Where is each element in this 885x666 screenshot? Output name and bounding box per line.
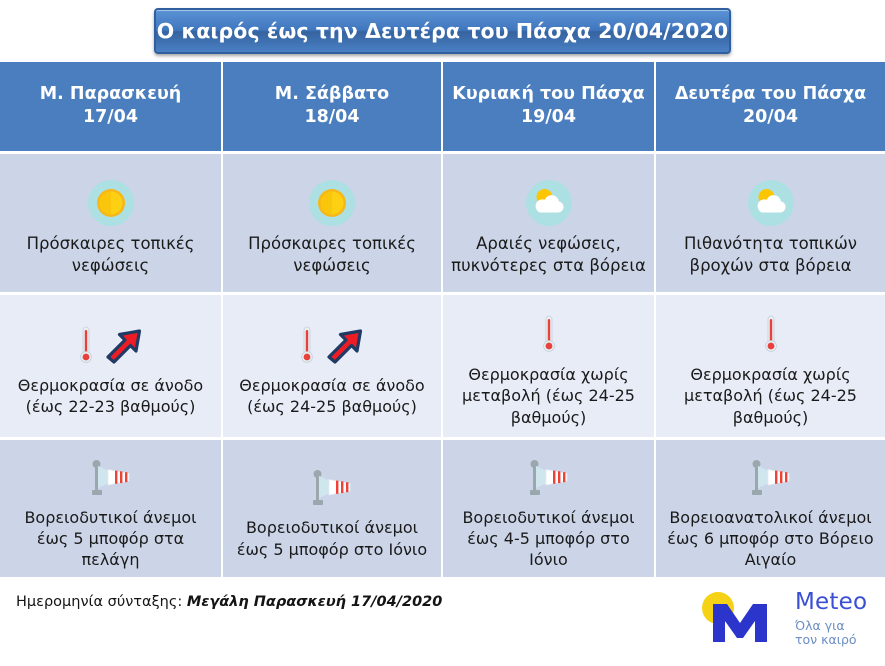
thermometer-icon: [79, 326, 92, 363]
meteo-logo-tagline: Όλα για τον καιρό: [795, 617, 867, 649]
meteo-logo-text: Meteo Όλα για τον καιρό: [795, 588, 868, 649]
meteo-logo-tagline-line2: τον καιρό: [795, 632, 857, 648]
page-title: Ο καιρός έως την Δευτέρα του Πάσχα 20/04…: [156, 19, 729, 43]
sky-text: Πιθανότητα τοπικών βροχών στα βόρεια: [683, 234, 858, 275]
icon-slot: [309, 177, 355, 229]
day-date: 17/04: [82, 107, 139, 128]
column-header-day-4: Δευτέρα του Πάσχα 20/04: [654, 62, 885, 154]
windsock-icon: [313, 470, 351, 506]
windsock-icon: [91, 459, 129, 495]
publication-date-value: Μεγάλη Παρασκευή 17/04/2020: [186, 593, 443, 610]
sky-text: Πρόσκαιρες τοπικές νεφώσεις: [248, 234, 416, 275]
meteo-logo: Meteo Όλα για τον καιρό: [691, 588, 871, 650]
icon-slot: [78, 323, 144, 369]
icon-slot: [745, 455, 797, 503]
wind-cell-2: Βορειοδυτικοί άνεμοι έως 5 μποφόρ στο Ιό…: [221, 438, 443, 580]
wind-cell-3: Βορειοδυτικοί άνεμοι έως 4-5 μποφόρ στο …: [441, 438, 656, 580]
wind-text: Βορειοανατολικοί άνεμοι έως 6 μποφόρ στο…: [667, 507, 874, 570]
meteo-logo-name: Meteo: [795, 588, 868, 615]
temperature-cell-1: Θερμοκρασία σε άνοδο (έως 22-23 βαθμούς): [0, 293, 223, 440]
day-name: Δευτέρα του Πάσχα: [674, 83, 867, 104]
icon-slot: [299, 323, 365, 369]
thermometer-icon: [764, 315, 777, 353]
temperature-cell-2: Θερμοκρασία σε άνοδο (έως 24-25 βαθμούς): [221, 293, 443, 440]
sky-cell-1: Πρόσκαιρες τοπικές νεφώσεις: [0, 152, 223, 295]
day-date: 18/04: [304, 107, 360, 128]
day-name: Μ. Παρασκευή: [39, 83, 182, 104]
meteo-logo-tagline-line1: Όλα για: [795, 617, 845, 633]
sky-conditions-row: Πρόσκαιρες τοπικές νεφώσεις Πρόσκαιρες τ…: [0, 152, 885, 295]
temperature-row: Θερμοκρασία σε άνοδο (έως 22-23 βαθμούς): [0, 293, 885, 440]
title-banner: Ο καιρός έως την Δευτέρα του Πάσχα 20/04…: [154, 8, 731, 54]
temperature-cell-3: Θερμοκρασία χωρίς μεταβολή (έως 24-25 βα…: [441, 293, 656, 440]
day-name: Κυριακή του Πάσχα: [452, 83, 645, 104]
sun-icon: [309, 180, 355, 227]
temperature-text: Θερμοκρασία σε άνοδο (έως 22-23 βαθμούς): [17, 375, 204, 416]
temperature-text: Θερμοκρασία σε άνοδο (έως 24-25 βαθμούς): [239, 375, 425, 416]
day-date: 20/04: [742, 107, 799, 128]
sun-icon: [87, 180, 134, 227]
icon-slot: [525, 177, 572, 229]
wind-cell-4: Βορειοανατολικοί άνεμοι έως 6 μποφόρ στο…: [654, 438, 885, 580]
sky-text: Αραιές νεφώσεις, πυκνότερες στα βόρεια: [451, 234, 646, 275]
table-header-row: Μ. Παρασκευή 17/04 Μ. Σάββατο 18/04 Κυρι…: [0, 62, 885, 154]
day-name: Μ. Σάββατο: [274, 83, 390, 104]
thermometer-icon: [301, 326, 313, 363]
partly-cloudy-icon: [525, 180, 572, 227]
wind-text: Βορειοδυτικοί άνεμοι έως 4-5 μποφόρ στο …: [462, 507, 635, 570]
sky-cell-3: Αραιές νεφώσεις, πυκνότερες στα βόρεια: [441, 152, 656, 295]
column-header-day-1: Μ. Παρασκευή 17/04: [0, 62, 223, 154]
icon-slot: [87, 177, 134, 229]
title-bar: Ο καιρός έως την Δευτέρα του Πάσχα 20/04…: [0, 0, 885, 62]
arrow-up-right-icon: [327, 329, 363, 364]
thermometer-icon: [542, 315, 555, 353]
temperature-cell-4: Θερμοκρασία χωρίς μεταβολή (έως 24-25 βα…: [654, 293, 885, 440]
wind-cell-1: Βορειοδυτικοί άνεμοι έως 5 μποφόρ στα πε…: [0, 438, 223, 580]
temperature-text: Θερμοκρασία χωρίς μεταβολή (έως 24-25 βα…: [684, 365, 857, 427]
icon-slot: [85, 455, 137, 503]
icon-slot: [523, 455, 575, 503]
windsock-icon: [529, 459, 567, 495]
sky-cell-2: Πρόσκαιρες τοπικές νεφώσεις: [221, 152, 443, 295]
publication-date-label: Ημερομηνία σύνταξης:: [16, 593, 183, 610]
wind-row: Βορειοδυτικοί άνεμοι έως 5 μποφόρ στα πε…: [0, 438, 885, 580]
wind-text: Βορειοδυτικοί άνεμοι έως 5 μποφόρ στο Ιό…: [236, 518, 428, 559]
publication-date: Ημερομηνία σύνταξης: Μεγάλη Παρασκευή 17…: [16, 594, 442, 610]
meteo-logo-mark: [702, 591, 767, 642]
footer: Ημερομηνία σύνταξης: Μεγάλη Παρασκευή 17…: [0, 580, 885, 658]
icon-slot: [763, 312, 779, 358]
day-date: 19/04: [520, 107, 577, 128]
forecast-table: Μ. Παρασκευή 17/04 Μ. Σάββατο 18/04 Κυρι…: [0, 62, 885, 580]
temperature-text: Θερμοκρασία χωρίς μεταβολή (έως 24-25 βα…: [462, 365, 635, 427]
arrow-up-right-icon: [105, 329, 141, 364]
icon-slot: [306, 465, 358, 513]
sky-cell-4: Πιθανότητα τοπικών βροχών στα βόρεια: [654, 152, 885, 295]
windsock-icon: [751, 459, 789, 495]
icon-slot: [541, 312, 557, 358]
wind-text: Βορειοδυτικοί άνεμοι έως 5 μποφόρ στα πε…: [24, 507, 197, 570]
partly-cloudy-icon: [747, 180, 794, 227]
sky-text: Πρόσκαιρες τοπικές νεφώσεις: [26, 234, 195, 275]
column-header-day-2: Μ. Σάββατο 18/04: [221, 62, 443, 154]
column-header-day-3: Κυριακή του Πάσχα 19/04: [441, 62, 656, 154]
icon-slot: [747, 177, 794, 229]
